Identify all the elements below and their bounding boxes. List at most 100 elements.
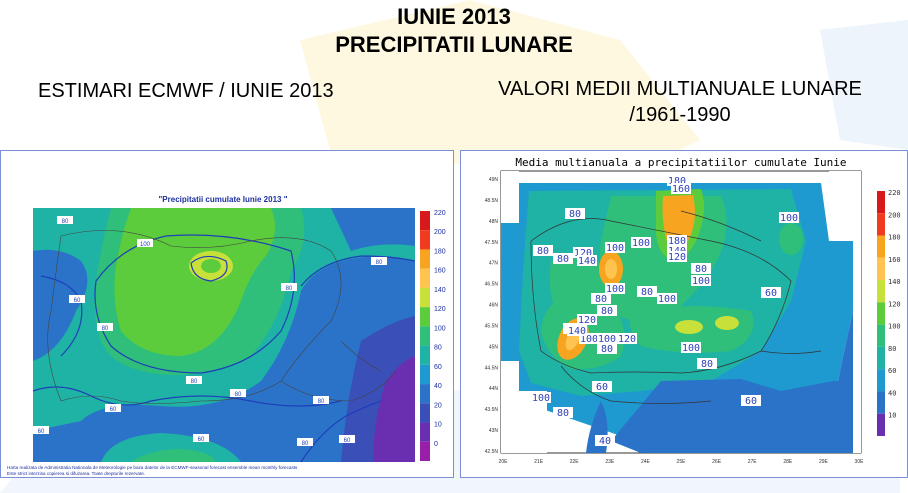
right-legend-swatch — [877, 235, 885, 258]
right-lat-label: 49N — [489, 177, 499, 183]
right-contour-label-bg — [597, 305, 617, 316]
right-lat-label: 47.5N — [485, 240, 499, 246]
right-lat-label: 43.5N — [485, 407, 499, 413]
left-legend-swatch — [420, 211, 430, 231]
right-contour-label: 120 — [668, 252, 686, 263]
right-contour-label: 140 — [578, 256, 596, 267]
right-contour-label: 100 — [780, 213, 798, 224]
left-map-title: "Precipitatii cumulate Iunie 2013 " — [159, 195, 288, 204]
right-contour-label-bg — [697, 358, 717, 369]
right-legend-swatch — [877, 213, 885, 236]
left-legend-swatch — [420, 326, 430, 346]
right-contour-label-bg — [595, 435, 615, 446]
right-contour-label: 120 — [618, 334, 636, 345]
left-legend-swatch — [420, 441, 430, 461]
left-contour-label-bg — [297, 438, 313, 446]
right-contour-label: 120 — [574, 248, 592, 259]
right-contour-label: 80 — [557, 408, 569, 419]
left-legend-swatch — [420, 268, 430, 288]
right-contour-label-bg — [761, 287, 781, 298]
left-contour-label: 60 — [38, 429, 45, 435]
right-panel-heading: VALORI MEDII MULTIANUALE LUNARE /1961-19… — [470, 76, 890, 128]
right-legend-label: 80 — [888, 345, 896, 353]
right-lat-label: 44.5N — [485, 365, 499, 371]
right-contour-label: 80 — [641, 287, 653, 298]
right-contour-label: 80 — [537, 246, 549, 257]
left-legend-swatch — [420, 249, 430, 269]
right-contour-label-bg — [592, 381, 612, 392]
left-contour-label-bg — [281, 283, 297, 291]
right-contour-label-bg — [605, 242, 625, 253]
right-contour-label-bg — [667, 175, 687, 186]
right-legend-swatch — [877, 302, 885, 325]
right-contour-label: 80 — [601, 344, 613, 355]
right-contour-label-bg — [597, 333, 617, 344]
left-legend-swatch — [420, 422, 430, 442]
left-legend-label: 180 — [434, 248, 446, 255]
right-lon-label: 24E — [641, 459, 651, 465]
right-legend-label: 40 — [888, 389, 896, 397]
right-legend-swatch — [877, 413, 885, 436]
right-contour-label: 60 — [596, 382, 608, 393]
right-contour-label-bg — [667, 235, 687, 246]
right-legend-swatch — [877, 391, 885, 414]
right-contour-label-bg — [681, 342, 701, 353]
right-lat-label: 45.5N — [485, 323, 499, 329]
right-contour-label: 80 — [695, 264, 707, 275]
left-legend-swatch — [420, 307, 430, 327]
right-contour-label: 60 — [745, 396, 757, 407]
ecmwf-forecast-map: "Precipitatii cumulate Iunie 2013 " 801 — [1, 151, 453, 477]
left-map-footer-line2: Este strict interzisa copierea si difuza… — [7, 471, 145, 476]
left-contour-label-bg — [69, 295, 85, 303]
right-contour-label: 100 — [658, 294, 676, 305]
right-contour-label-bg — [741, 395, 761, 406]
left-contour-label-bg — [57, 216, 73, 224]
right-legend-swatch — [877, 346, 885, 370]
left-contour-label: 80 — [286, 286, 293, 292]
left-legend-label: 120 — [434, 306, 446, 313]
left-map-field — [32, 208, 416, 463]
left-contour-label-bg — [105, 404, 121, 412]
left-contour-label: 60 — [198, 437, 205, 443]
right-lat-label: 43N — [489, 428, 499, 434]
right-legend-label: 100 — [888, 323, 901, 331]
left-legend-swatch — [420, 287, 430, 308]
left-contour-label-bg — [137, 239, 153, 247]
page-subtitle: PRECIPITATII LUNARE — [335, 32, 573, 57]
right-contour-label-bg — [565, 208, 585, 219]
right-lat-label: 46.5N — [485, 282, 499, 288]
left-contour-label-bg — [193, 434, 209, 442]
right-contour-label: 60 — [765, 288, 777, 299]
right-lat-label: 47N — [489, 261, 499, 267]
right-contour-label: 180 — [668, 176, 686, 187]
left-contour-label: 80 — [191, 379, 198, 385]
right-contour-label: 80 — [601, 306, 613, 317]
right-contour-label-bg — [573, 247, 593, 258]
right-legend-swatch — [877, 257, 885, 281]
left-contour-label: 80 — [376, 260, 383, 266]
left-contour-label: 80 — [318, 399, 325, 405]
right-contour-label-bg — [567, 325, 587, 336]
right-lon-label: 29E — [819, 459, 829, 465]
left-legend-label: 0 — [434, 441, 438, 448]
right-contour-label-bg — [667, 245, 687, 256]
left-contour-label-bg — [371, 257, 387, 265]
right-lon-label: 28E — [783, 459, 793, 465]
right-contour-label-bg — [637, 286, 657, 297]
left-contour-label: 60 — [74, 298, 81, 304]
left-legend-label: 40 — [434, 383, 442, 390]
right-legend-swatch — [877, 324, 885, 347]
left-contour-label: 80 — [302, 441, 309, 447]
left-legend-label: 60 — [434, 364, 442, 371]
right-legend-label: 180 — [888, 234, 901, 242]
right-contour-label-bg — [579, 333, 599, 344]
right-lon-label: 26E — [712, 459, 722, 465]
right-contour-label-bg — [779, 212, 799, 223]
ecmwf-forecast-map-panel: "Precipitatii cumulate Iunie 2013 " 80 1 — [0, 150, 454, 478]
left-legend-label: 100 — [434, 325, 446, 332]
left-contour-label: 60 — [110, 407, 117, 413]
right-lat-label: 48.5N — [485, 198, 499, 204]
right-contour-label-bg — [691, 275, 711, 286]
right-contour-labels: 1801608010080100120140100180140120801008… — [531, 175, 799, 447]
